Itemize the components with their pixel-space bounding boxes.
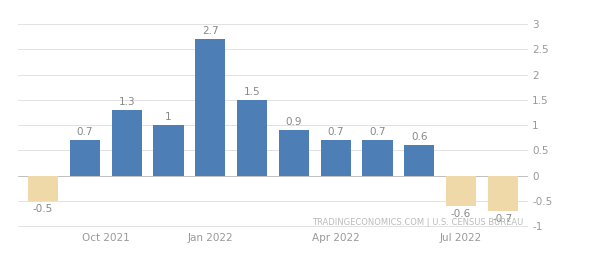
Text: 0.7: 0.7: [369, 127, 386, 137]
Text: -0.5: -0.5: [33, 204, 53, 214]
Text: -0.6: -0.6: [451, 209, 471, 219]
Text: 0.9: 0.9: [286, 117, 302, 127]
Bar: [320, 140, 351, 176]
Bar: [488, 176, 518, 211]
Text: 1.3: 1.3: [118, 97, 135, 107]
Text: -0.7: -0.7: [493, 214, 513, 224]
Bar: [279, 130, 309, 176]
Text: 0.7: 0.7: [328, 127, 344, 137]
Bar: [112, 110, 142, 176]
Bar: [195, 39, 226, 176]
Bar: [154, 125, 184, 176]
Bar: [362, 140, 392, 176]
Text: 0.7: 0.7: [77, 127, 93, 137]
Text: 1.5: 1.5: [244, 87, 260, 97]
Bar: [70, 140, 100, 176]
Text: 1: 1: [165, 112, 172, 122]
Bar: [237, 100, 267, 176]
Bar: [446, 176, 476, 206]
Text: TRADINGECONOMICS.COM | U.S. CENSUS BUREAU: TRADINGECONOMICS.COM | U.S. CENSUS BUREA…: [311, 218, 523, 227]
Bar: [28, 176, 58, 201]
Bar: [404, 145, 434, 176]
Text: 2.7: 2.7: [202, 26, 218, 36]
Text: 0.6: 0.6: [411, 132, 428, 142]
